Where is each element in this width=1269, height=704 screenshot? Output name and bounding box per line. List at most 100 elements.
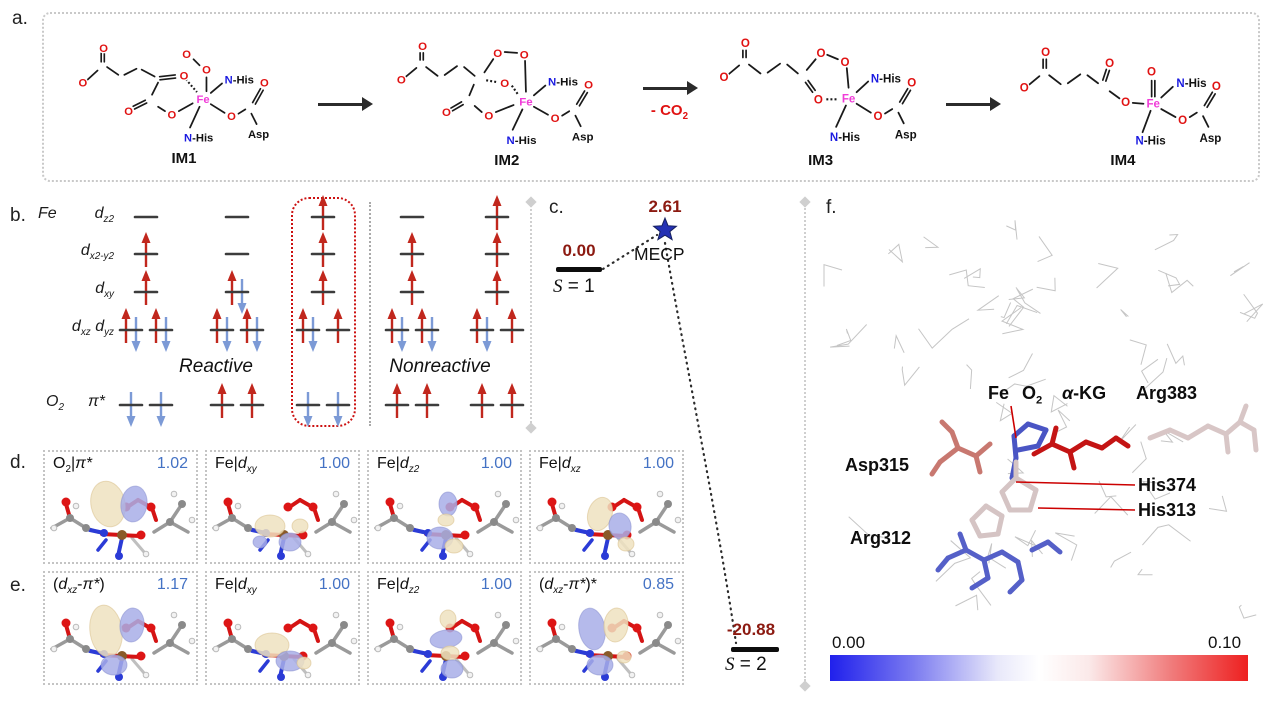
protein-wireframe [1096,263,1119,289]
atom-ball [142,671,150,679]
atom-ball [136,530,146,540]
n-his-label: N-His [507,134,537,146]
atom-ball [50,645,58,653]
protein-wireframe [1006,220,1018,240]
bond [883,108,893,115]
atom-ball [350,516,358,524]
cfg5-dx2y2-slot [484,230,510,283]
atom-ball [536,645,544,653]
panel-label-b: b. [10,205,26,226]
o-atom-label: O [182,49,191,61]
cfg5-pistar-b-slot [499,381,525,434]
o-atom-label: O [168,109,177,121]
cfg4-dxz-slot [384,306,410,359]
protein-wireframe [1000,378,1046,395]
atom-ball [652,518,660,526]
co2-loss-label: - CO2 [650,101,689,122]
orbital-lobe [444,538,464,554]
atom-ball [228,635,236,643]
bond [495,103,515,113]
intermediate-IM2: O O O O O O O O O Fe N-His N-His Asp IM2 [374,28,639,169]
nbo-orbital-label: Fe|dxy [215,576,257,597]
orbital-lobe [291,518,309,534]
panel-b-orbital-diagrams: dz2 dx2-y2 dxy dxz dyz Fe O2 π* Reactive Nonreac… [0,0,535,445]
cfg5-dyz-slot [499,306,525,359]
atom-ball [385,497,395,507]
bond [855,102,872,114]
o-atom-label: O [180,71,189,83]
im-name: IM3 [808,152,834,169]
atom-ball [178,621,186,629]
protein-wireframe [918,318,970,349]
atom-ball [502,500,510,508]
atom-ball [328,639,336,647]
atom-ball [277,552,285,560]
singlet-state-label: S = 1 [553,276,595,297]
nbo-molecule-rendering [374,609,520,681]
atom-ball [178,500,186,508]
orbital-lobe [100,654,128,676]
stick-bond [582,538,594,552]
double-bond [1203,91,1214,107]
double-bond [576,89,586,105]
cfg4-dz2-slot [399,193,425,246]
n-his-label: N-His [225,74,254,86]
cfg1-dz2-slot [133,193,159,246]
orbital-lobe [119,607,145,643]
nbo-molecule-rendering [374,490,520,560]
atom-ball [283,623,293,633]
o-atom-label: O [907,77,916,89]
atom-ball [385,618,395,628]
atom-ball [277,673,285,681]
asp315-label: Asp315 [845,455,910,475]
protein-wireframe [1160,429,1184,443]
nbo-occupation-value: 1.00 [480,455,512,472]
bond [157,105,166,112]
panel-a-reaction-scheme: O O O O O O O O O Fe N-His N-His Asp IM1 O O O O O O O O O Fe N-… [42,12,1260,182]
colorbar-min-label: 0.00 [832,633,866,652]
nbo-occupation-value: 0.85 [642,576,674,593]
his-ring-sticks [969,459,1039,539]
atom-ball [308,623,318,633]
protein-wireframe [987,543,1007,569]
panel-cf-separator [804,205,806,681]
o-atom-label: O [227,111,236,123]
reaction-arrow: - CO2 [643,81,699,122]
atom-ball [66,514,74,522]
reaction-arrow [945,97,1001,111]
o-atom-label: O [1020,83,1029,95]
atom-ball [512,516,520,524]
atom-ball [470,502,480,512]
protein-wireframe [1137,568,1153,576]
protein-wireframe [949,269,985,289]
n-his-label: N-His [1176,78,1206,90]
mecp-star-icon [652,216,678,241]
atom-ball [439,552,447,560]
singlet-level-bar [556,267,602,272]
atom-ball [558,502,566,510]
protein-wireframe [1166,343,1185,366]
bond [524,59,528,93]
cfg5-dxz-slot [469,306,495,359]
o-atom-label: O [1041,47,1050,59]
protein-wireframe [935,540,972,582]
protein-wireframe [1054,532,1078,561]
atom-ball [212,645,220,653]
cfg3-pistar-a-slot [295,381,321,434]
atom-ball [547,497,557,507]
o-atom-label: O [202,65,211,77]
atom-ball [308,502,318,512]
bond [574,114,582,127]
atom-ball [50,524,58,532]
cfg3-dyz-slot [325,306,351,359]
atom-ball [146,502,156,512]
atom-ball [536,524,544,532]
nbo-orbital-label: (dxz-π*)* [539,576,597,597]
bond [237,108,247,115]
bond [845,67,850,89]
orbital-lobe [278,532,302,552]
panel-label-e: e. [10,575,26,596]
atom-ball [61,497,71,507]
panel-label-d: d. [10,452,26,473]
